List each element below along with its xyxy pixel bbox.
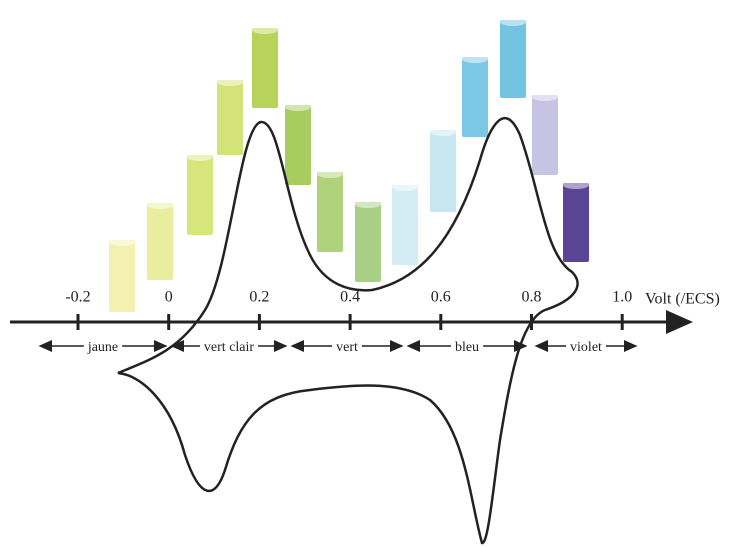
vial-top [252, 26, 278, 34]
vial-top [217, 78, 243, 86]
vial-top [285, 103, 311, 111]
vial-top [147, 201, 173, 209]
vial-top [392, 183, 418, 191]
vial-top [355, 200, 381, 208]
tick-label: 0 [165, 289, 173, 306]
range-label: jaune [87, 340, 118, 355]
range-label: vert [336, 340, 358, 355]
tick-label: -0.2 [65, 289, 90, 306]
tick-label: 1.0 [612, 289, 632, 306]
tick-label: 0.2 [249, 289, 269, 306]
diagram: Volt (/ECS) -0.2 0 0.2 0.4 0.6 0.8 1.0 jaune ve… [0, 0, 747, 547]
vial [430, 130, 456, 212]
tick-label: 0.6 [431, 289, 451, 306]
vials [109, 18, 589, 312]
vial [147, 203, 173, 280]
vial-top [187, 153, 213, 161]
vial-top [462, 55, 488, 63]
tick-label: 0.8 [522, 289, 542, 306]
vial [187, 155, 213, 235]
vial [109, 240, 135, 312]
vial-top [109, 238, 135, 246]
vial [355, 202, 381, 282]
vial [532, 95, 558, 175]
vial-top [430, 128, 456, 136]
ranges: jaune vert clair vert bleu violet [40, 340, 636, 355]
vial-top [317, 170, 343, 178]
vial-top [532, 93, 558, 101]
axis-label: Volt (/ECS) [645, 291, 720, 308]
voltammogram-curve [118, 118, 578, 543]
vial [317, 172, 343, 252]
vial-top [563, 181, 589, 189]
vial [462, 57, 488, 137]
range-label: bleu [455, 340, 479, 355]
range-label: vert clair [204, 340, 254, 355]
vial-top [500, 18, 526, 26]
range-label: violet [570, 340, 602, 355]
vial [285, 105, 311, 185]
vial [563, 183, 589, 262]
vial [392, 185, 418, 265]
vial [500, 20, 526, 98]
vial [217, 80, 243, 155]
vial [252, 28, 278, 108]
tick-label: 0.4 [340, 289, 360, 306]
